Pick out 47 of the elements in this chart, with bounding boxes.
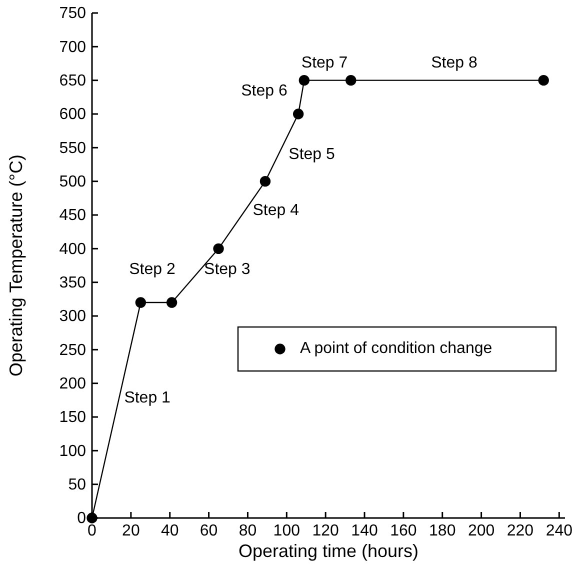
annotation: Step 4	[252, 202, 300, 220]
y-tick-label: 200	[59, 375, 86, 392]
x-axis-title: Operating time (hours)	[238, 541, 419, 561]
y-tick-label: 50	[68, 476, 86, 494]
x-tick-label: 100	[273, 522, 300, 540]
annotation: Step 5	[288, 146, 336, 163]
point	[260, 176, 271, 187]
x-tick-label: 200	[468, 522, 495, 540]
annotation: Step 7	[301, 54, 348, 72]
y-tick-label: 400	[59, 240, 86, 258]
y-tick-label: 600	[59, 106, 86, 124]
x-tick-label: 240	[546, 522, 573, 540]
y-tick-label: 650	[59, 72, 86, 90]
y-tick-label: 100	[59, 442, 86, 460]
y-axis-title: Operating Temperature (°C)	[6, 154, 26, 376]
point	[292, 108, 304, 120]
y-tick-label: 350	[59, 274, 86, 292]
x-tick-label: 20	[122, 522, 140, 540]
y-tick-label: 700	[59, 38, 86, 56]
annotation: Step 3	[204, 260, 250, 278]
point	[346, 74, 356, 86]
annotation: Step 8	[431, 54, 478, 72]
y-tick-label: 150	[59, 409, 86, 426]
x-tick-label: 80	[238, 522, 257, 540]
y-tick-label: 450	[59, 207, 86, 224]
x-tick-label: 220	[506, 522, 534, 540]
point	[135, 297, 146, 308]
x-tick-label: 120	[312, 522, 340, 540]
annotation: Step 2	[129, 260, 176, 278]
y-tick-label: 550	[59, 140, 86, 157]
y-tick-label: 750	[59, 5, 86, 22]
y-tick-label: 0	[77, 510, 86, 528]
point	[166, 297, 178, 308]
y-tick-label: 250	[59, 342, 86, 359]
point	[213, 243, 224, 254]
y-tick-label: 300	[59, 308, 86, 326]
x-tick-label: 160	[390, 522, 417, 540]
x-tick-label: 180	[429, 522, 456, 540]
legend-label: A point of condition change	[300, 340, 492, 358]
point	[298, 74, 310, 86]
x-tick-label: 40	[160, 522, 179, 540]
annotation: Step 6	[241, 82, 288, 100]
y-tick-label: 500	[59, 173, 86, 190]
x-tick-label: 140	[351, 522, 378, 540]
x-tick-label: 60	[200, 522, 218, 540]
annotation: Step 1	[124, 389, 171, 406]
point	[538, 74, 549, 86]
